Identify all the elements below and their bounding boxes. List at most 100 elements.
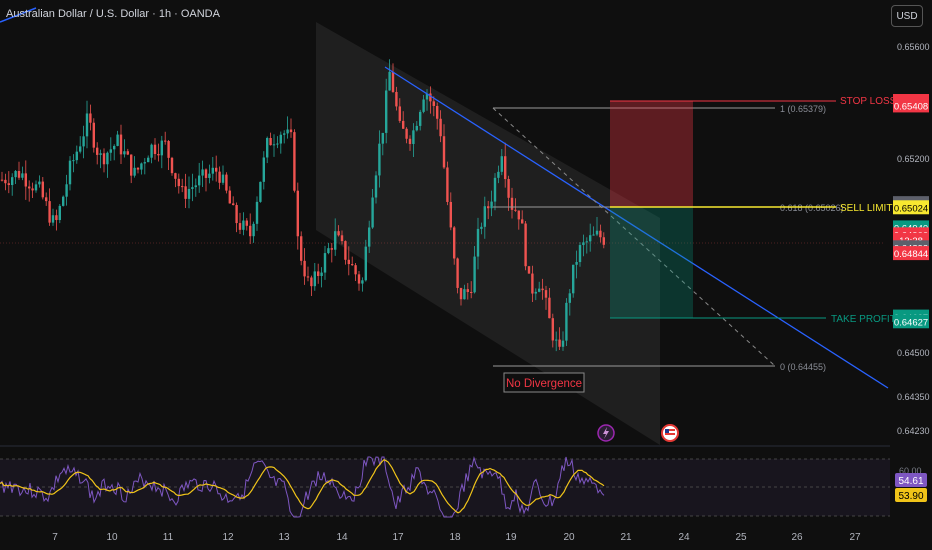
candle-body bbox=[317, 271, 320, 276]
candle-body bbox=[425, 93, 429, 100]
candle-body bbox=[575, 262, 578, 265]
candle-body bbox=[150, 144, 153, 158]
candle-body bbox=[381, 132, 384, 144]
candle-body bbox=[385, 90, 388, 133]
candle-body bbox=[510, 197, 514, 210]
candle-body bbox=[116, 134, 119, 146]
candle-body bbox=[167, 141, 170, 158]
candle-body bbox=[157, 154, 160, 156]
candle-body bbox=[371, 197, 374, 228]
candle-body bbox=[184, 186, 187, 199]
candle-body bbox=[595, 230, 599, 235]
price-tag bbox=[893, 98, 929, 113]
candle-body bbox=[0, 179, 4, 181]
candle-body bbox=[555, 339, 558, 341]
candle-body bbox=[330, 248, 333, 250]
candle-body bbox=[504, 156, 507, 180]
candle-body bbox=[429, 93, 432, 102]
rsi-ma-label: 53.90 bbox=[898, 491, 923, 502]
candle-body bbox=[113, 145, 116, 150]
rsi-line bbox=[0, 455, 605, 518]
time-tick-label: 18 bbox=[449, 532, 461, 543]
candle-body bbox=[374, 175, 378, 198]
currency-button[interactable]: USD bbox=[891, 5, 923, 27]
candle-body bbox=[17, 170, 21, 178]
candle-body bbox=[249, 225, 252, 237]
candle-body bbox=[99, 153, 102, 155]
candle-body bbox=[228, 190, 231, 204]
candle-body bbox=[170, 157, 174, 174]
price-tag-label: 0.65408 bbox=[894, 101, 928, 112]
candle-body bbox=[453, 227, 456, 259]
candle-body bbox=[123, 151, 126, 155]
rsi-band bbox=[0, 459, 890, 516]
price-tag-label: 0.65024 bbox=[894, 203, 928, 214]
time-tick-label: 12 bbox=[222, 532, 234, 543]
candle-body bbox=[45, 197, 48, 202]
candle-body bbox=[422, 99, 425, 112]
reward-zone[interactable] bbox=[610, 207, 693, 318]
candle-body bbox=[38, 181, 41, 185]
price-axis[interactable]: 0.65600 0.65200 0.64500 0.64350 0.64230 0.654… bbox=[893, 42, 930, 436]
candle-body bbox=[354, 265, 357, 275]
candle-body bbox=[449, 201, 452, 228]
candle-body bbox=[51, 215, 55, 223]
candle-body bbox=[306, 276, 310, 278]
candle-body bbox=[408, 138, 412, 144]
candle-body bbox=[181, 186, 184, 188]
candle-body bbox=[153, 144, 157, 155]
candle-body bbox=[442, 136, 446, 168]
time-axis[interactable]: 7 10 11 12 13 14 17 18 19 20 21 24 25 26 27 bbox=[52, 532, 861, 543]
candle-body bbox=[327, 248, 330, 254]
time-tick-label: 7 bbox=[52, 532, 58, 543]
stop-loss-label: STOP LOSS bbox=[840, 96, 897, 107]
candle-body bbox=[487, 206, 490, 209]
candle-body bbox=[310, 277, 313, 287]
lightning-icon[interactable] bbox=[597, 424, 615, 442]
candle-body bbox=[102, 153, 106, 165]
candle-body bbox=[480, 226, 483, 229]
time-tick-label: 20 bbox=[563, 532, 575, 543]
candle-body bbox=[28, 186, 31, 189]
time-tick-label: 19 bbox=[505, 532, 517, 543]
candle-body bbox=[497, 171, 500, 178]
fib-label-0618: 0.618 (0.65026) bbox=[780, 203, 844, 213]
candle-body bbox=[106, 152, 109, 165]
time-tick-label: 14 bbox=[336, 532, 348, 543]
candle-body bbox=[14, 170, 17, 178]
time-tick-label: 26 bbox=[791, 532, 803, 543]
candle-body bbox=[194, 185, 197, 188]
candle-body bbox=[130, 154, 133, 176]
candle-body bbox=[323, 253, 327, 273]
candle-body bbox=[133, 167, 136, 176]
rsi-value-tag bbox=[895, 473, 927, 487]
candle-body bbox=[31, 188, 34, 191]
fib-label-1: 1 (0.65379) bbox=[780, 104, 826, 114]
fib-label-0: 0 (0.64455) bbox=[780, 362, 826, 372]
rsi-level-label: 60.00 bbox=[899, 466, 922, 476]
candle-body bbox=[544, 290, 548, 298]
risk-zone[interactable] bbox=[610, 101, 693, 207]
us-flag-event-icon[interactable] bbox=[661, 424, 679, 442]
candle-body bbox=[82, 136, 85, 147]
rsi-axis: 60.00 54.61 53.90 bbox=[895, 466, 927, 502]
candle-body bbox=[147, 157, 150, 163]
candle-body bbox=[276, 143, 279, 145]
trendline-fragment-topleft bbox=[0, 7, 37, 23]
candle-body bbox=[259, 181, 262, 202]
candle-body bbox=[476, 228, 480, 257]
candle-body bbox=[534, 291, 537, 294]
candle-body bbox=[340, 235, 344, 242]
candle-body bbox=[391, 71, 395, 92]
candle-body bbox=[269, 137, 272, 146]
candle-body bbox=[541, 288, 544, 291]
price-tick-label: 0.65200 bbox=[897, 154, 930, 164]
candle-body bbox=[293, 132, 296, 191]
candle-body bbox=[592, 234, 595, 236]
candle-body bbox=[218, 171, 221, 183]
candle-body bbox=[296, 190, 299, 237]
candle-body bbox=[561, 340, 565, 347]
candle-body bbox=[419, 111, 422, 126]
candle-body bbox=[89, 113, 92, 123]
